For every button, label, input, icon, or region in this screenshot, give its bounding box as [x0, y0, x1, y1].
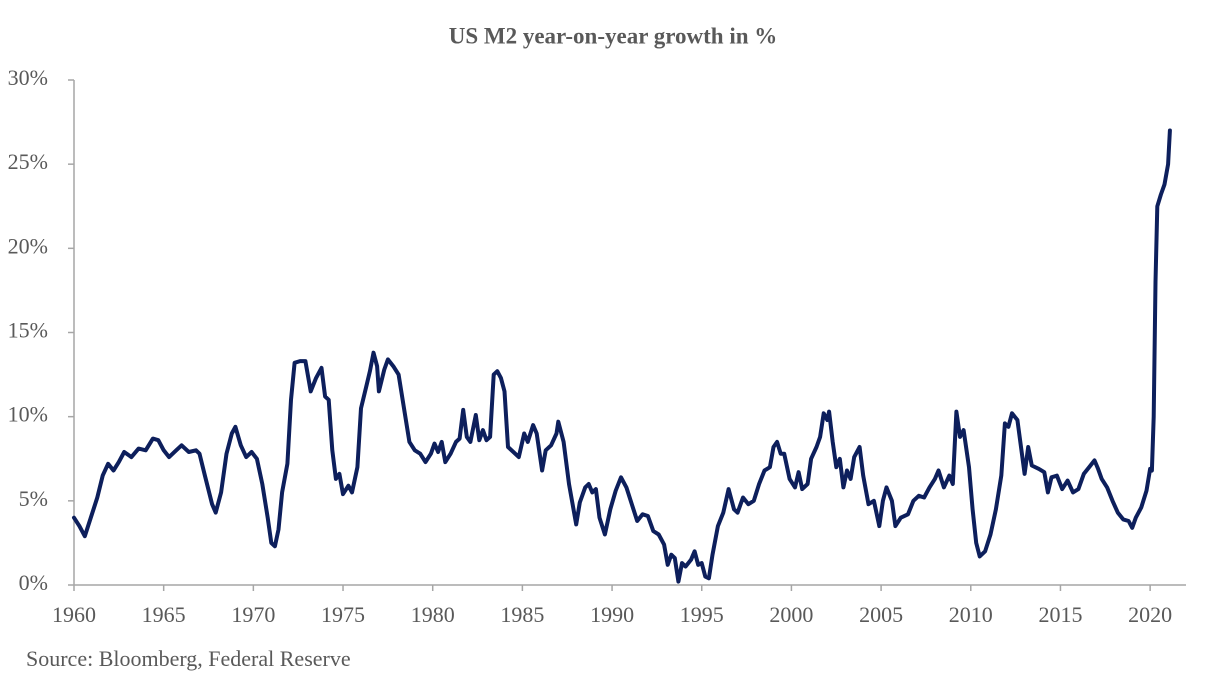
x-tick-label: 1970 [231, 602, 275, 627]
x-tick-label: 2000 [769, 602, 813, 627]
x-tick-label: 1995 [680, 602, 724, 627]
chart-title: US M2 year-on-year growth in % [449, 23, 778, 48]
x-tick-label: 1960 [52, 602, 96, 627]
x-tick-label: 2010 [949, 602, 993, 627]
x-tick-label: 1965 [142, 602, 186, 627]
y-tick-label: 10% [8, 402, 48, 427]
x-tick-label: 2020 [1128, 602, 1172, 627]
source-note: Source: Bloomberg, Federal Reserve [26, 646, 351, 671]
y-tick-label: 20% [8, 233, 48, 258]
x-tick-label: 2005 [859, 602, 903, 627]
y-tick-label: 30% [8, 65, 48, 90]
data-line [72, 128, 1172, 584]
y-tick-label: 5% [19, 486, 48, 511]
x-tick-label: 1980 [411, 602, 455, 627]
x-tick-label: 1985 [500, 602, 544, 627]
y-tick-label: 25% [8, 149, 48, 174]
x-tick-label: 1990 [590, 602, 634, 627]
y-tick-label: 15% [8, 318, 48, 343]
y-tick-label: 0% [19, 570, 48, 595]
x-tick-label: 2015 [1038, 602, 1082, 627]
x-tick-label: 1975 [321, 602, 365, 627]
